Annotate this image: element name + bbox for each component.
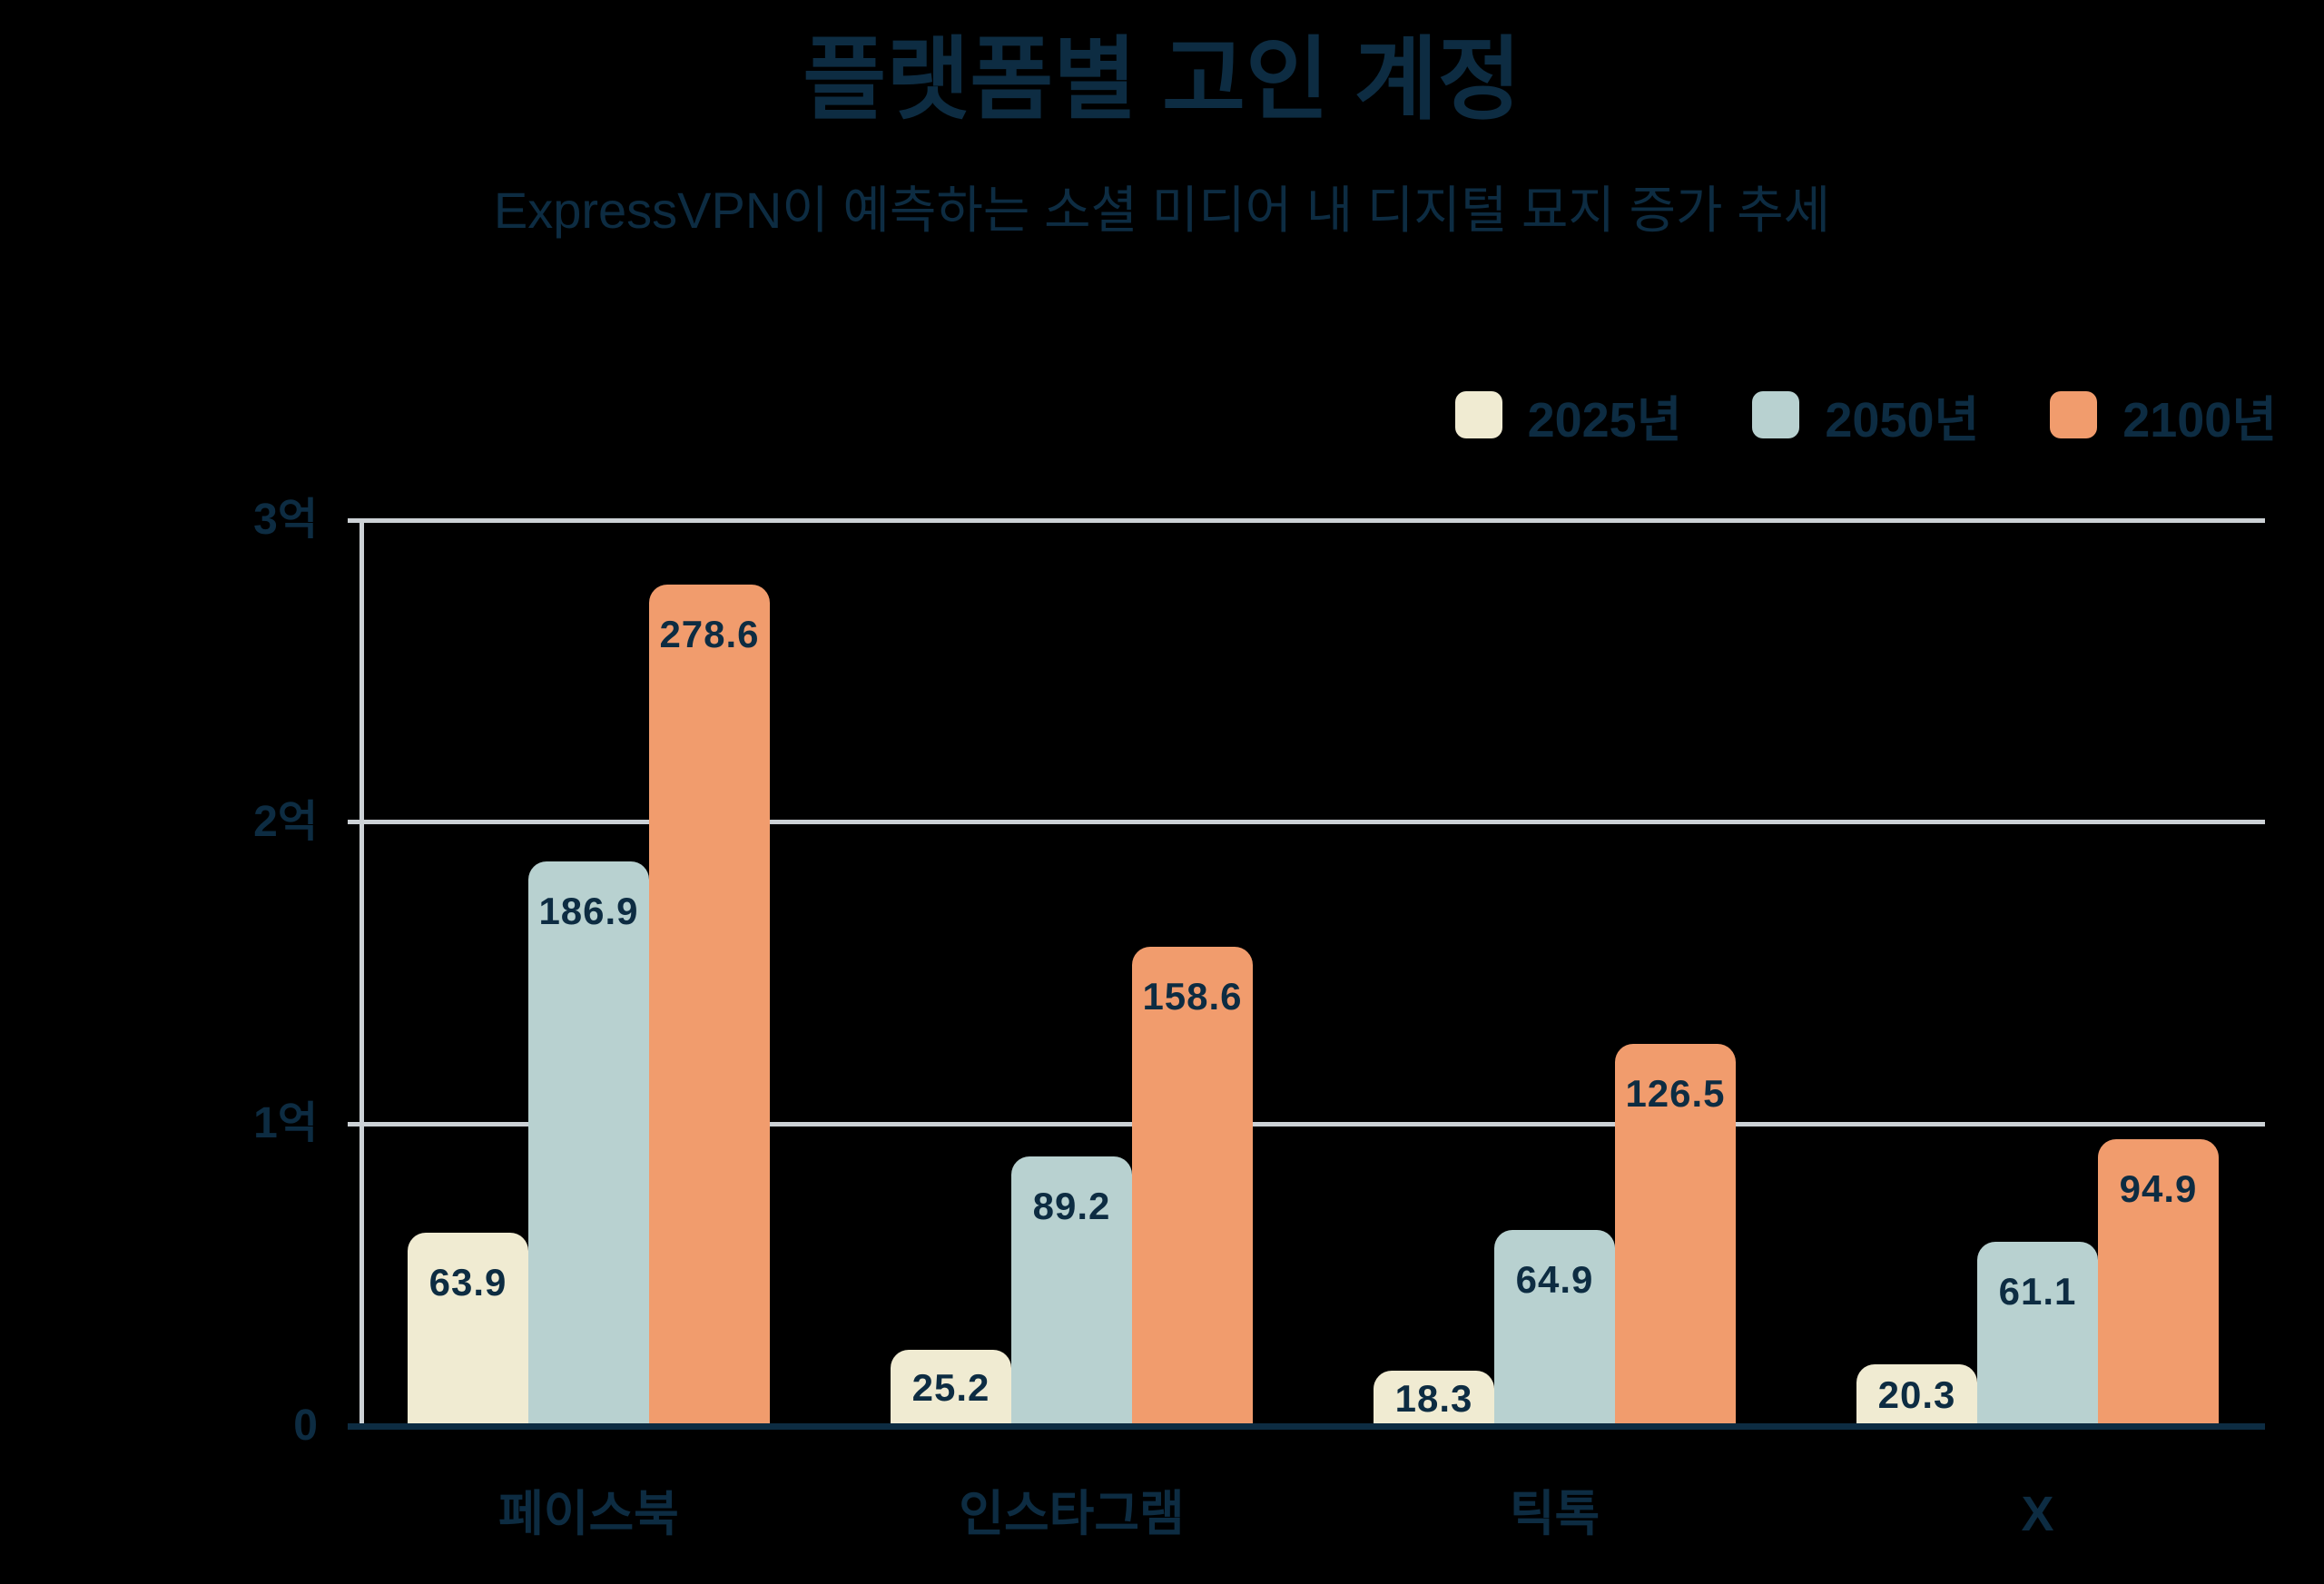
bar-value-label: 20.3 bbox=[1877, 1373, 1956, 1417]
category-label: 인스타그램 bbox=[959, 1487, 1185, 1541]
bar-value-label: 61.1 bbox=[1998, 1269, 2077, 1313]
legend-item: 2100년 bbox=[2050, 379, 2277, 451]
legend-label: 2050년 bbox=[1825, 392, 1980, 448]
y-tick-label: 1억 bbox=[253, 1099, 318, 1148]
grid-line bbox=[348, 820, 2265, 825]
bar bbox=[528, 861, 649, 1426]
chart-title: 플랫폼별 고인 계정 bbox=[803, 29, 1521, 131]
legend-swatch bbox=[1752, 391, 1800, 438]
bar-value-label: 89.2 bbox=[1032, 1185, 1111, 1228]
category-label: 페이스북 bbox=[498, 1487, 679, 1541]
chart-subtitle: ExpressVPN이 예측하는 소셜 미디어 내 디지털 묘지 증가 추세 bbox=[493, 182, 1831, 239]
legend-label: 2100년 bbox=[2122, 392, 2277, 448]
bar-value-label: 158.6 bbox=[1142, 975, 1243, 1018]
legend-swatch bbox=[1454, 391, 1502, 438]
bar-value-label: 94.9 bbox=[2119, 1167, 2198, 1211]
bar-value-label: 278.6 bbox=[659, 613, 760, 656]
legend-item: 2050년 bbox=[1752, 379, 1979, 451]
bar-value-label: 64.9 bbox=[1515, 1258, 1594, 1302]
legend: 2025년 2050년 2100년 bbox=[1454, 384, 2277, 448]
bar bbox=[1132, 947, 1253, 1426]
legend-swatch bbox=[2050, 391, 2098, 438]
bar-value-label: 126.5 bbox=[1625, 1072, 1726, 1116]
bar bbox=[1374, 1371, 1494, 1426]
bar-value-label: 18.3 bbox=[1394, 1376, 1473, 1420]
y-tick-label: 2억 bbox=[253, 797, 318, 846]
bar bbox=[1011, 1156, 1132, 1426]
y-tick-label: 0 bbox=[293, 1402, 318, 1450]
bar-value-label: 25.2 bbox=[911, 1366, 990, 1410]
x-axis-line bbox=[348, 1423, 2265, 1430]
legend-item: 2025년 bbox=[1454, 379, 1682, 451]
bar bbox=[1494, 1230, 1615, 1426]
bar bbox=[408, 1233, 528, 1426]
category-label: 틱톡 bbox=[1509, 1487, 1600, 1541]
bar bbox=[649, 585, 770, 1426]
bar bbox=[2098, 1139, 2219, 1426]
bar-value-label: 186.9 bbox=[538, 890, 639, 933]
bar-value-label: 63.9 bbox=[428, 1261, 507, 1304]
y-axis-line bbox=[359, 520, 364, 1426]
bar bbox=[1977, 1241, 2098, 1426]
bar bbox=[1856, 1364, 1977, 1426]
bar bbox=[1615, 1044, 1736, 1426]
grid-line bbox=[348, 517, 2265, 523]
bar bbox=[891, 1350, 1011, 1426]
grid-line bbox=[348, 1121, 2265, 1127]
category-label: X bbox=[2021, 1487, 2054, 1541]
legend-label: 2025년 bbox=[1527, 392, 1682, 448]
y-tick-label: 3억 bbox=[253, 496, 318, 544]
